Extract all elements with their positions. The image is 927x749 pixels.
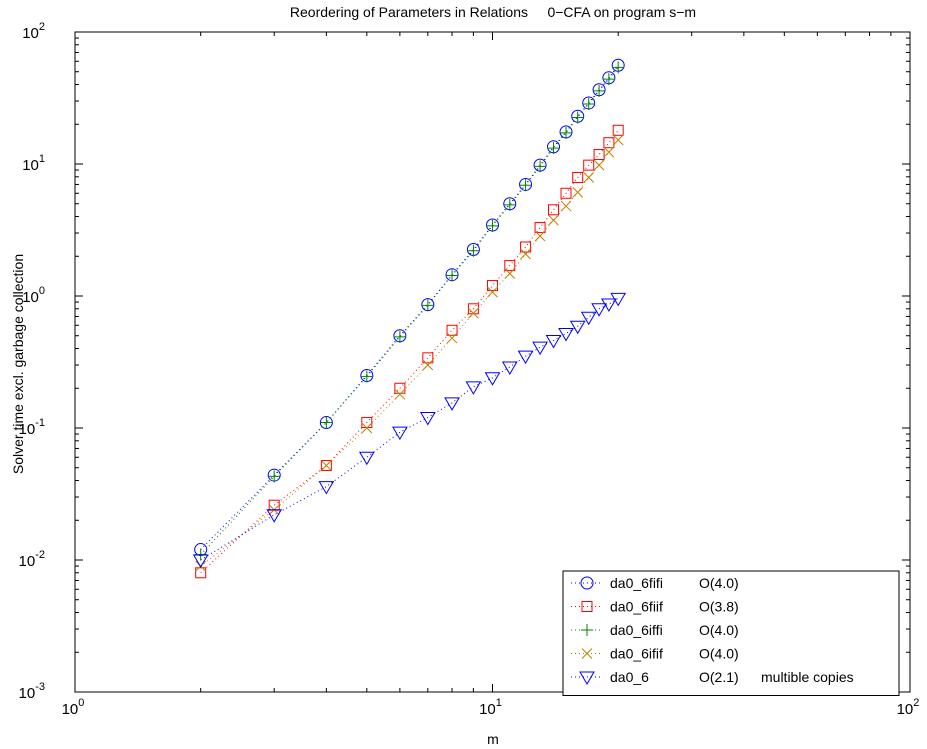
x-axis-label: m bbox=[487, 731, 499, 747]
chart-title: Reordering of Parameters in Relations 0−… bbox=[290, 4, 696, 20]
legend-complexity: O(3.8) bbox=[699, 599, 739, 615]
legend-complexity: O(2.1) bbox=[699, 669, 739, 685]
legend: da0_6fifi O(4.0) da0_6fiif O(3.8) da0_6iffi O… bbox=[563, 571, 899, 696]
legend-note: multible copies bbox=[761, 669, 854, 685]
legend-complexity: O(4.0) bbox=[699, 646, 739, 662]
legend-complexity: O(4.0) bbox=[699, 622, 739, 638]
legend-series-name: da0_6iffi bbox=[610, 622, 663, 638]
legend-complexity: O(4.0) bbox=[699, 575, 739, 591]
legend-series-name: da0_6 bbox=[610, 669, 649, 685]
legend-series-name: da0_6fifi bbox=[610, 575, 663, 591]
legend-series-name: da0_6ifif bbox=[610, 646, 663, 662]
legend-series-name: da0_6fiif bbox=[610, 599, 663, 615]
y-axis-label: Solver time excl. garbage collection bbox=[10, 254, 26, 474]
